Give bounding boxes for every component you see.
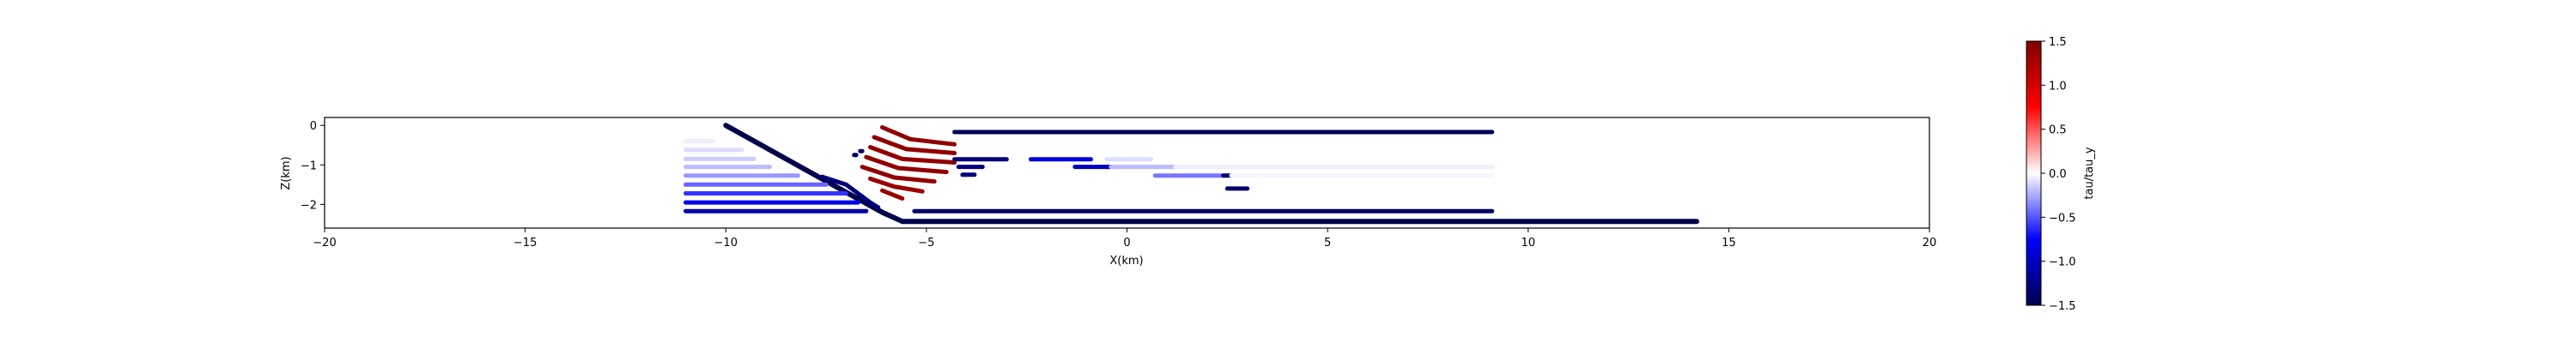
y-tick-label: 0 (310, 120, 317, 133)
x-tick-label: 15 (1722, 237, 1736, 250)
y-axis-label: Z(km) (280, 156, 293, 190)
x-tick-label: −10 (714, 237, 738, 250)
colorbar-tick-label: −1.5 (2049, 300, 2076, 313)
fault-segment-0 (723, 123, 1699, 225)
x-tick-label: 20 (1923, 237, 1937, 250)
colorbar-ticks: 1.5 1.0 0.5 0.0 −0.5 −1.0 −1.5 (2041, 36, 2076, 313)
x-tick-label: −15 (513, 237, 537, 250)
fault-segment-5 (868, 145, 957, 165)
colorbar (2026, 40, 2042, 306)
x-tick-label: 10 (1521, 237, 1535, 250)
series-layer (683, 123, 1699, 225)
fault-segment-8 (868, 176, 925, 194)
fault-segment-7 (860, 165, 937, 184)
colorbar-tick-label: −1.0 (2049, 256, 2076, 269)
colorbar-tick-label: −0.5 (2049, 212, 2076, 225)
x-tick-label: −20 (313, 237, 336, 250)
colorbar-tick-label: 0.0 (2049, 168, 2067, 181)
y-tick-label: −1 (301, 159, 317, 172)
fault-segment-6 (864, 154, 949, 175)
y-axis: 0 −1 −2 (301, 120, 325, 212)
colorbar-label: tau/tau_y (2083, 147, 2096, 199)
x-tick-label: −5 (918, 237, 934, 250)
fault-segment-3 (880, 125, 957, 147)
fault-segment-9 (880, 188, 905, 201)
x-axis: −20 −15 −10 −5 0 5 10 15 20 (313, 228, 1936, 250)
colorbar-tick-label: 1.5 (2049, 36, 2067, 49)
y-tick-label: −2 (301, 199, 317, 212)
x-tick-label: 0 (1123, 237, 1130, 250)
colorbar-tick-label: 0.5 (2049, 124, 2067, 137)
colorbar-tick-label: 1.0 (2049, 80, 2067, 93)
x-axis-label: X(km) (1109, 255, 1143, 268)
x-tick-label: 5 (1324, 237, 1331, 250)
fault-segment-10 (819, 174, 881, 210)
fault-segment-4 (872, 135, 957, 155)
